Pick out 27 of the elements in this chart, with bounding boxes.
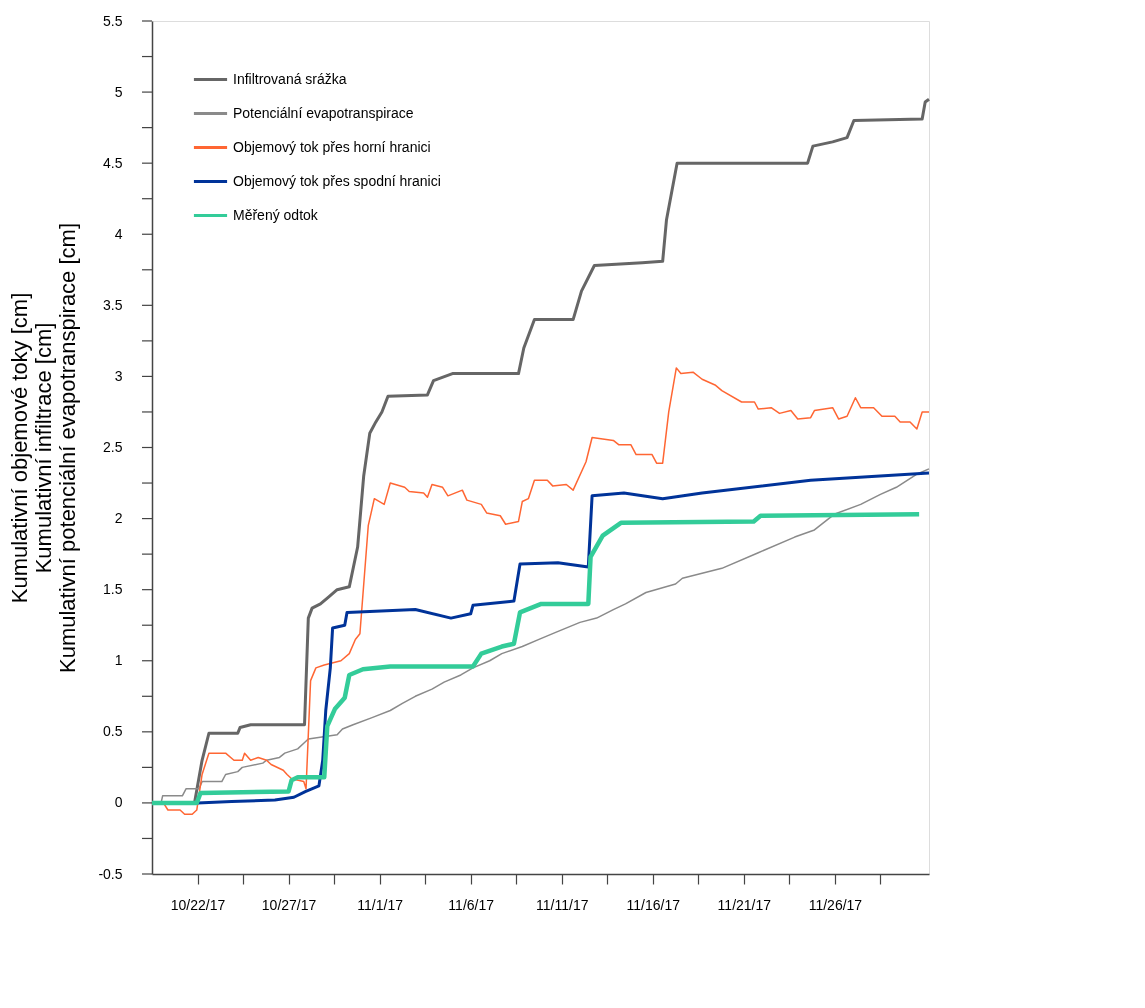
y-axis-title: Kumulativní objemové toky [cm] Kumulativní infiltrace [cm] Kumulativní potenciální evapotranspirace [cm] bbox=[7, 222, 81, 674]
legend-label: Objemový tok přes horní hranici bbox=[233, 138, 431, 155]
x-tick-label: 11/11/17 bbox=[536, 896, 589, 913]
legend-label: Měřený odtok bbox=[233, 206, 319, 223]
y-tick-label: 0 bbox=[114, 794, 123, 811]
x-tick-label: 11/26/17 bbox=[808, 896, 863, 913]
y-tick-label: -0.5 bbox=[98, 865, 123, 882]
x-tick-label: 11/21/17 bbox=[717, 896, 772, 913]
y-tick-label: 1.5 bbox=[103, 581, 123, 598]
y-tick-label: 1 bbox=[114, 652, 123, 669]
y-tick-label: 5 bbox=[114, 83, 123, 100]
y-tick-label: 5.5 bbox=[103, 12, 123, 29]
y-tick-label: 2 bbox=[114, 510, 123, 527]
y-tick-label: 2.5 bbox=[103, 439, 123, 455]
x-tick-label: 10/22/17 bbox=[170, 896, 226, 913]
y-tick-label: 4.5 bbox=[103, 154, 123, 171]
x-tick-label: 11/6/17 bbox=[448, 896, 495, 913]
y-tick-label: 0.5 bbox=[103, 723, 123, 740]
x-tick-label: 10/27/17 bbox=[261, 896, 317, 913]
legend-label: Infiltrovaná srážka bbox=[233, 70, 347, 87]
legend-label: Potenciální evapotranspirace bbox=[233, 104, 414, 121]
y-tick-label: 3 bbox=[114, 367, 123, 384]
y-tick-label: 4 bbox=[114, 225, 123, 242]
x-tick-label: 11/16/17 bbox=[626, 896, 681, 913]
y-tick-label: 3.5 bbox=[103, 296, 123, 313]
x-tick-label: 11/1/17 bbox=[357, 896, 404, 913]
legend-label: Objemový tok přes spodní hranici bbox=[233, 172, 441, 189]
